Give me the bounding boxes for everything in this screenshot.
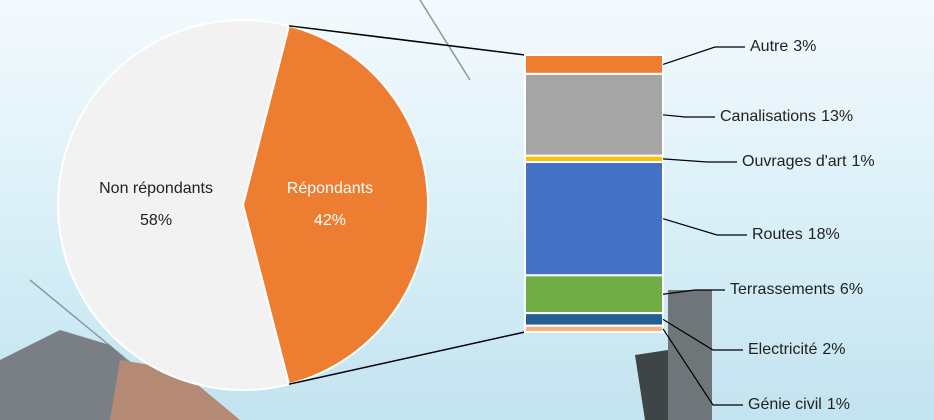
bar-label-name: Routes [752, 226, 803, 243]
bar-segment [525, 74, 663, 156]
pie-label-value: 58% [140, 212, 172, 229]
chart: Non répondants 58% Répondants 42% Autre 3% Can… [0, 0, 934, 420]
bar-label: Génie civil 1% [748, 396, 850, 413]
bar-label: Terrassements 6% [730, 281, 863, 298]
bar-label-value: 1% [827, 396, 850, 413]
bar-label-name: Génie civil [748, 396, 822, 413]
bar-label: Routes 18% [752, 226, 840, 243]
bar-label-value: 3% [793, 38, 816, 55]
pie-label-value: 42% [314, 212, 346, 229]
bar-label: Electricité 2% [748, 341, 845, 358]
bar-label-name: Ouvrages d'art [742, 153, 847, 170]
bar-label: Autre 3% [750, 38, 816, 55]
bar-segment [525, 313, 663, 326]
bar-label-value: 13% [821, 108, 853, 125]
bar-label-name: Electricité [748, 341, 817, 358]
bar-label-value: 2% [822, 341, 845, 358]
bar-segment [525, 55, 663, 74]
bar-label: Canalisations 13% [720, 108, 853, 125]
bar-segment [525, 162, 663, 275]
pie-label-name: Répondants [287, 180, 373, 197]
bar-segment [525, 275, 663, 313]
bar-label-value: 18% [808, 226, 840, 243]
pie-label-name: Non répondants [99, 180, 213, 197]
bar-label-value: 1% [851, 153, 874, 170]
bar-label-name: Canalisations [720, 108, 816, 125]
bar-label-name: Autre [750, 38, 788, 55]
bar-label-value: 6% [840, 281, 863, 298]
bar-label-name: Terrassements [730, 281, 835, 298]
pole [668, 290, 712, 420]
bar-segment [525, 326, 663, 332]
